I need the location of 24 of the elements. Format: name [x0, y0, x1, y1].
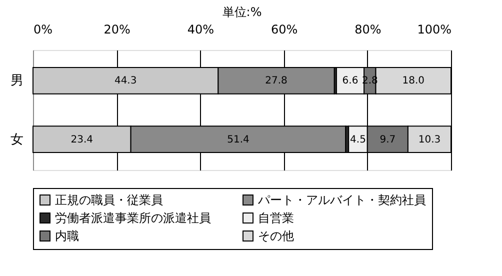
y-tick-label: 男: [10, 74, 24, 89]
data-label: 44.3: [114, 76, 137, 87]
x-tick-label: 0%: [34, 22, 53, 36]
x-tick-label: 40%: [187, 22, 214, 36]
data-label: 51.4: [227, 134, 250, 146]
data-label: 9.7: [380, 134, 396, 146]
data-label: 4.5: [350, 134, 366, 146]
chart-title: 単位:%: [222, 5, 262, 19]
x-tick-label: 60%: [270, 22, 298, 36]
x-tick-label: 20%: [104, 22, 130, 36]
data-label: 18.0: [402, 76, 425, 87]
y-tick-label: 女: [10, 132, 24, 148]
data-label: 27.8: [265, 76, 288, 87]
legend-label: 労働者派遣事業所の派遣社員: [55, 211, 211, 225]
x-tick-label: 80%: [354, 22, 382, 36]
legend-label: その他: [258, 229, 294, 243]
legend-label: 内職: [55, 229, 79, 243]
legend-label: 正規の職員・従業員: [55, 193, 163, 207]
legend-label: 自営業: [258, 211, 294, 225]
data-label: 23.4: [70, 134, 94, 146]
legend-label: パート・アルバイト・契約社員: [257, 193, 426, 207]
x-tick-label: 100%: [417, 22, 452, 36]
data-label: 6.6: [342, 76, 358, 87]
data-label: 10.3: [418, 134, 441, 146]
